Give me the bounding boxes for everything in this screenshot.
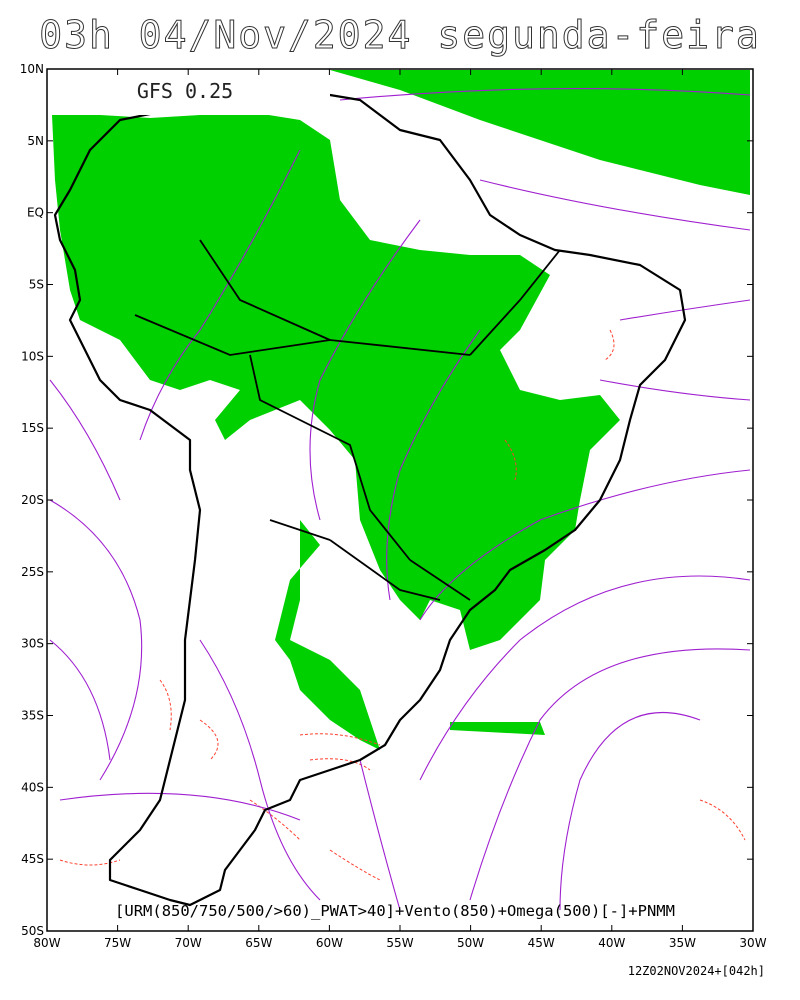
lat-tick-label: EQ <box>27 206 44 220</box>
lat-tick-label: 50S <box>21 924 44 938</box>
lat-tick-label: 10S <box>21 349 44 363</box>
lat-tick-label: 15S <box>21 421 44 435</box>
lat-tick-label: 30S <box>21 637 44 651</box>
coastline <box>53 93 687 907</box>
label-box <box>47 69 330 115</box>
lat-tick-label: 40S <box>21 780 44 794</box>
model-label: GFS 0.25 <box>137 79 233 103</box>
lat-tick-label: 10N <box>20 62 44 76</box>
precip-area <box>52 70 750 750</box>
lon-tick-label: 40W <box>598 936 625 950</box>
borders <box>134 239 561 601</box>
lat-tick-label: 20S <box>21 493 44 507</box>
lon-tick-label: 70W <box>175 936 202 950</box>
humidity-contours <box>59 329 746 881</box>
lat-tick-label: 45S <box>21 852 44 866</box>
map-title: 03h 04/Nov/2024 segunda-feira <box>39 13 760 57</box>
lon-tick-label: 45W <box>528 936 555 950</box>
lat-tick-label: 25S <box>21 565 44 579</box>
lat-tick-label: 5N <box>27 134 44 148</box>
caption: [URM(850/750/500/>60)_PWAT>40]+Vento(850… <box>115 902 675 920</box>
lon-tick-label: 55W <box>386 936 413 950</box>
lon-tick-label: 50W <box>457 936 484 950</box>
run-label: 12Z02NOV2024+[042h] <box>628 964 765 978</box>
lon-tick-label: 75W <box>104 936 131 950</box>
lon-tick-label: 60W <box>316 936 343 950</box>
lon-tick-label: 30W <box>739 936 766 950</box>
streamlines <box>49 88 751 911</box>
lon-tick-label: 35W <box>669 936 696 950</box>
lon-tick-label: 80W <box>33 936 60 950</box>
lat-tick-label: 5S <box>29 278 44 292</box>
lat-tick-label: 35S <box>21 709 44 723</box>
lon-tick-label: 65W <box>245 936 272 950</box>
